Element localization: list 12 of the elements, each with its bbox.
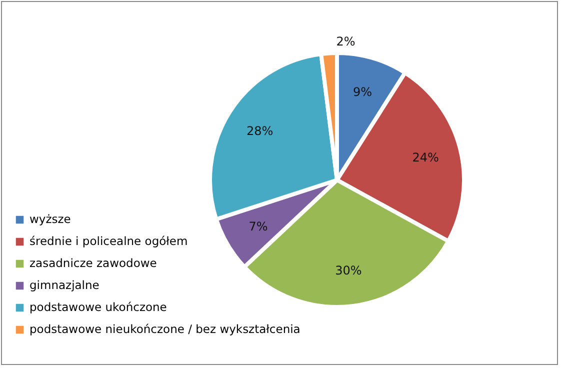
data-label: 9% <box>352 85 372 100</box>
legend-label: wyższe <box>30 212 71 226</box>
legend-label: gimnazjalne <box>30 278 100 292</box>
data-label: 24% <box>412 150 439 164</box>
data-label: 28% <box>246 124 274 138</box>
data-label: 30% <box>335 264 362 278</box>
data-label: 7% <box>248 220 268 234</box>
data-label: 2% <box>336 34 356 48</box>
legend-label: podstawowe ukończone <box>30 300 167 314</box>
legend-label: średnie i policealne ogółem <box>30 234 188 248</box>
legend-label: podstawowe nieukończone / bez wykształcenia <box>30 322 300 336</box>
legend-label: zasadnicze zawodowe <box>30 256 157 270</box>
